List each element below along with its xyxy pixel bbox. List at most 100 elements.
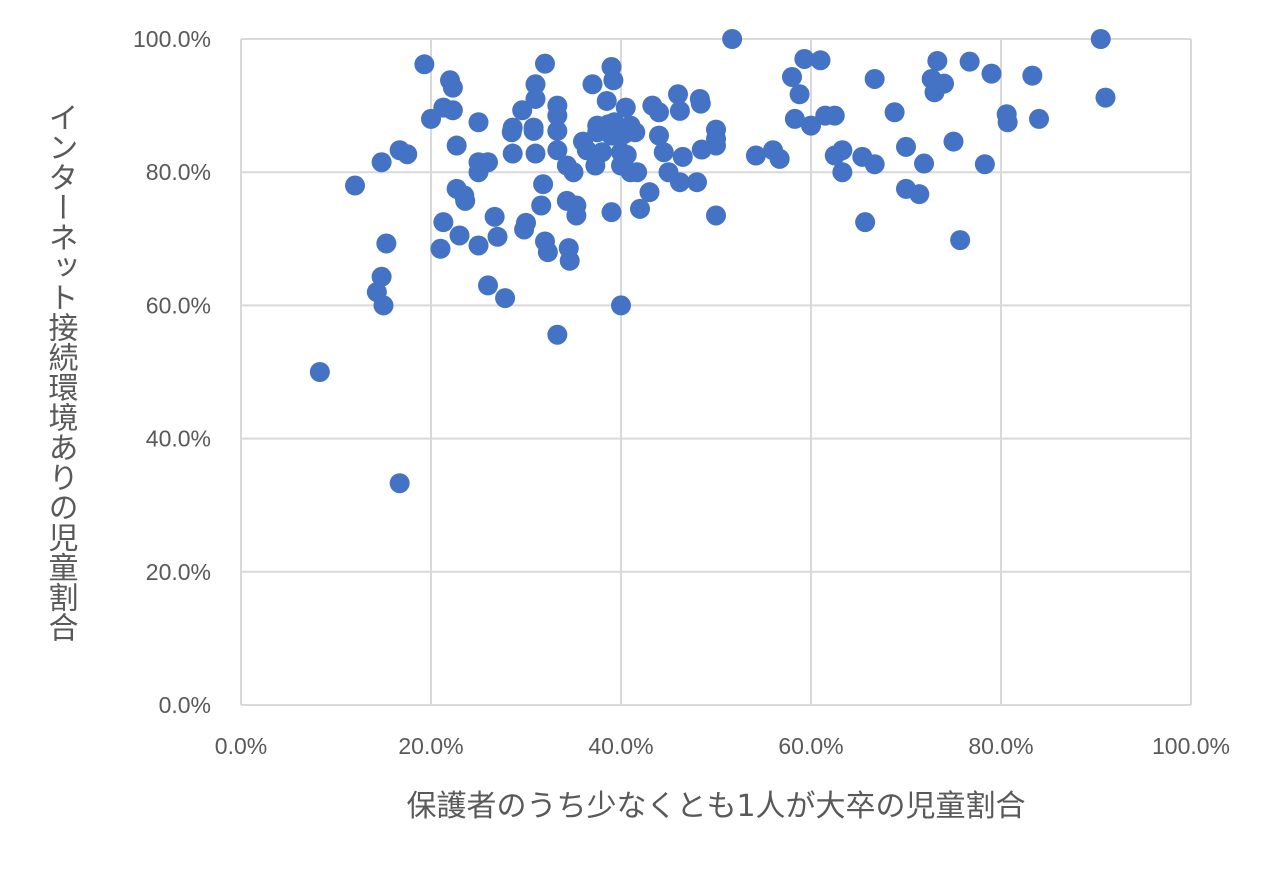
x-tick-label: 60.0% [778,733,843,759]
scatter-point [389,473,410,494]
x-tick-label: 80.0% [968,733,1033,759]
scatter-point [934,73,954,94]
scatter-point [690,93,711,114]
scatter-point [468,112,489,133]
scatter-point [782,66,802,87]
scatter-point [1095,87,1116,108]
scatter-point [649,125,669,146]
scatter-point [566,205,587,226]
scatter-point [397,144,418,165]
scatter-point [523,117,544,138]
scatter-point [502,117,523,138]
scatter-point [615,97,636,118]
scatter-point [974,154,995,175]
scatter-point [959,51,980,72]
scatter-point [371,266,392,287]
scatter-point [745,145,766,166]
scatter-point [376,233,397,254]
scatter-point [478,152,498,173]
scatter-point [345,175,365,196]
y-tick-label: 40.0% [146,426,211,452]
scatter-point [943,131,964,152]
scatter-point [855,212,876,233]
scatter-point [533,174,554,195]
scatter-point [601,202,622,223]
scatter-point [537,242,558,263]
scatter-point [801,115,821,136]
scatter-point [927,50,948,71]
scatter-point [446,135,467,156]
x-axis-title: 保護者のうち少なくとも1人が大卒の児童割合 [406,789,1025,824]
scatter-point [627,162,648,183]
scatter-point [512,100,533,121]
scatter-point [672,146,693,167]
scatter-point [722,29,743,49]
scatter-point [596,90,617,111]
scatter-point [371,152,392,173]
scatter-point [864,68,885,89]
y-tick-label: 20.0% [146,559,211,585]
scatter-point [603,70,624,91]
scatter-point [810,50,831,71]
x-axis-tick-labels: 0.0% 20.0% 40.0% 60.0% 80.0% 100.0% [215,733,1230,759]
scatter-point [502,143,523,164]
scatter-point [914,153,935,174]
scatter-point [1022,65,1043,86]
scatter-point [582,74,603,95]
scatter-point [516,212,536,233]
scatter-point [706,205,726,226]
scatter-point [909,184,930,205]
scatter-point [884,102,905,123]
scatter-point [525,143,546,164]
scatter-point [625,122,646,143]
scatter-point [639,182,660,203]
scatter-point [373,295,394,316]
scatter-point [668,84,688,105]
scatter-point [414,54,435,75]
scatter-point [468,235,489,256]
scatter-point [706,135,726,156]
scatter-point [784,108,805,129]
scatter-point [794,48,815,69]
scatter-point [592,142,612,163]
y-tick-label: 80.0% [146,159,211,185]
scatter-point [484,206,505,227]
scatter-point [495,288,516,309]
scatter-point [611,295,631,316]
y-tick-label: 100.0% [133,26,211,52]
scatter-point [864,154,885,175]
scatter-point [525,88,546,109]
scatter-point [547,324,568,345]
scatter-point [1029,108,1049,129]
scatter-point [531,195,552,216]
scatter-point [433,212,454,233]
scatter-point [525,74,546,95]
scatter-point [832,162,853,183]
scatter-point [547,120,568,141]
scatter-point [455,190,476,211]
scatter-point [576,140,597,161]
scatter-point [559,250,580,271]
scatter-point [653,142,674,163]
scatter-point [630,198,650,219]
scatter-point [442,100,463,121]
y-tick-label: 60.0% [146,292,211,318]
scatter-point [1090,29,1111,49]
scatter-point [430,238,451,259]
scatter-point [547,140,568,161]
x-tick-label: 40.0% [588,733,653,759]
scatter-point [563,162,584,183]
scatter-point [997,112,1018,133]
scatter-point [309,362,330,382]
y-axis-title: インターネット接続環境ありの児童割合 [43,102,79,642]
x-tick-label: 100.0% [1152,733,1230,759]
scatter-point [687,172,707,193]
scatter-point [950,230,971,251]
x-tick-label: 0.0% [215,733,267,759]
scatter-point [649,102,669,123]
scatter-point [832,140,853,161]
scatter-point [896,136,916,157]
scatter-point [442,77,463,98]
scatter-point [669,172,690,193]
